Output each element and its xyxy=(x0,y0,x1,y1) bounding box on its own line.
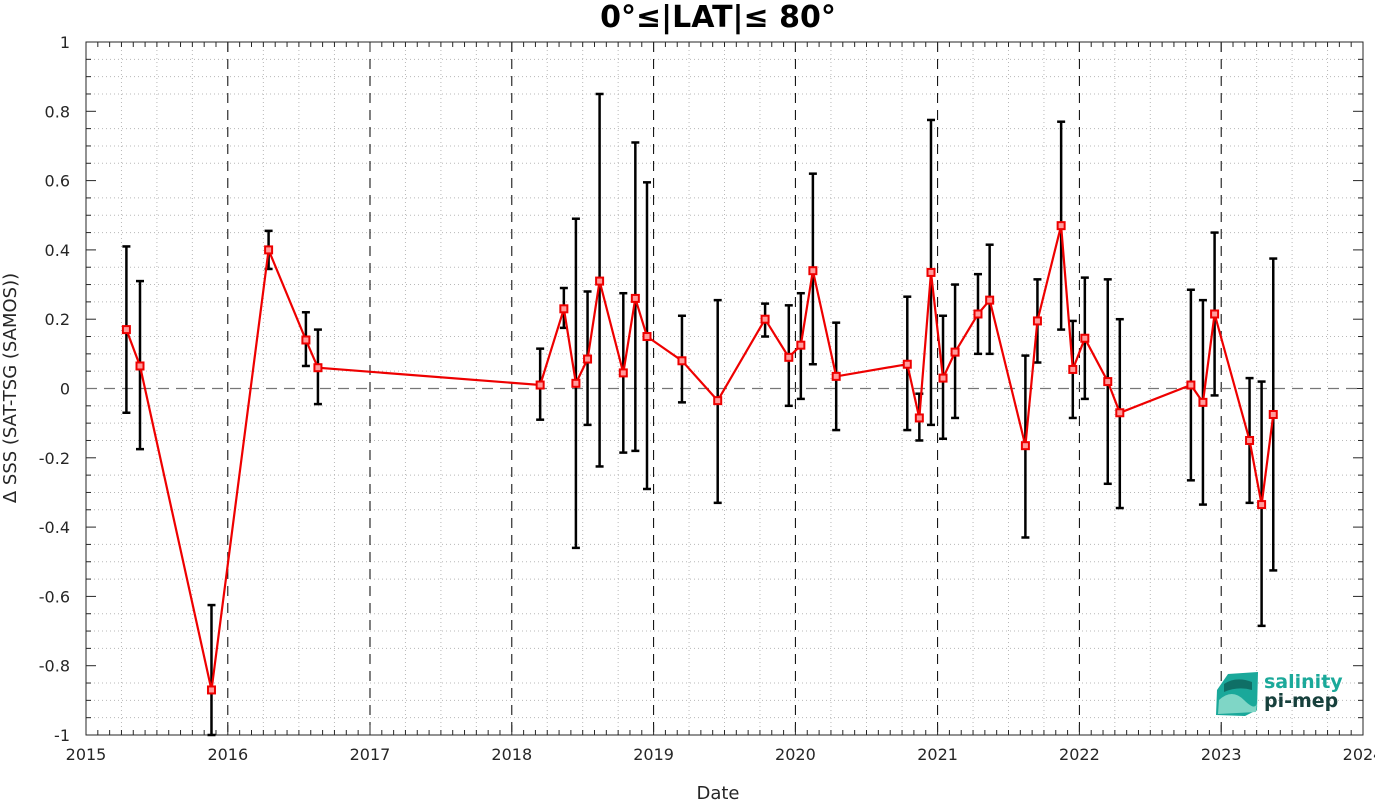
data-point xyxy=(1245,435,1255,445)
data-point xyxy=(206,685,216,695)
logo-text-salinity: salinity xyxy=(1264,671,1343,693)
logo-text-pi-mep: pi-mep xyxy=(1264,690,1338,712)
data-point xyxy=(950,347,960,357)
data-point xyxy=(926,267,936,277)
data-point xyxy=(559,304,569,314)
y-tick-label: 0.4 xyxy=(45,241,70,260)
data-point xyxy=(677,356,687,366)
data-point xyxy=(642,332,652,342)
data-point xyxy=(1115,408,1125,418)
logo-wave-icon xyxy=(1216,672,1258,716)
minor-grid xyxy=(86,42,1363,735)
data-point xyxy=(985,295,995,305)
data-point xyxy=(535,380,545,390)
data-point xyxy=(1080,333,1090,343)
y-tick-label: -0.2 xyxy=(39,449,70,468)
data-point xyxy=(713,396,723,406)
data-point xyxy=(1268,409,1278,419)
x-tick-label: 2016 xyxy=(207,745,248,764)
data-point xyxy=(121,325,131,335)
chart-title: 0°≤|LAT|≤ 80° xyxy=(600,0,836,35)
x-tick-labels: 2015 2016 2017 2018 2019 2020 2021 2022 2023 2024 xyxy=(66,745,1375,764)
salinity-pi-mep-logo: salinity pi-mep xyxy=(1216,671,1343,716)
data-point xyxy=(264,245,274,255)
data-point xyxy=(595,276,605,286)
data-point xyxy=(135,361,145,371)
data-point xyxy=(1210,309,1220,319)
y-tick-labels: -1 -0.8 -0.6 -0.4 -0.2 0 0.2 0.4 0.6 0.8 1 xyxy=(39,33,70,745)
data-point xyxy=(831,371,841,381)
data-point xyxy=(1103,377,1113,387)
y-tick-label: -0.4 xyxy=(39,518,70,537)
y-tick-label: -0.8 xyxy=(39,657,70,676)
axis-ticks xyxy=(85,41,1364,736)
data-point xyxy=(313,363,323,373)
x-tick-label: 2015 xyxy=(66,745,107,764)
data-point xyxy=(583,354,593,364)
y-tick-label: 0 xyxy=(60,380,70,399)
y-tick-label: 1 xyxy=(60,33,70,52)
data-point xyxy=(1186,380,1196,390)
x-tick-label: 2024 xyxy=(1343,745,1375,764)
x-tick-label: 2017 xyxy=(350,745,391,764)
y-tick-label: -1 xyxy=(54,726,70,745)
data-point xyxy=(973,309,983,319)
data-point xyxy=(1056,221,1066,231)
data-point xyxy=(301,335,311,345)
x-tick-label: 2020 xyxy=(775,745,816,764)
x-axis-label: Date xyxy=(696,783,739,801)
x-tick-label: 2022 xyxy=(1059,745,1100,764)
data-point xyxy=(914,413,924,423)
y-tick-label: 0.6 xyxy=(45,172,70,191)
y-axis-label: Δ SSS (SAT-TSG (SAMOS)) xyxy=(0,273,21,503)
data-point xyxy=(1020,441,1030,451)
data-point xyxy=(630,293,640,303)
data-point xyxy=(618,368,628,378)
series-line xyxy=(125,225,1275,691)
data-point xyxy=(784,352,794,362)
x-tick-label: 2021 xyxy=(917,745,958,764)
series-markers xyxy=(121,221,1278,695)
data-point xyxy=(808,266,818,276)
y-tick-label: 0.8 xyxy=(45,102,70,121)
data-point xyxy=(1198,397,1208,407)
data-point xyxy=(1032,316,1042,326)
data-point xyxy=(938,373,948,383)
data-point xyxy=(1257,500,1267,510)
error-bars xyxy=(122,92,1278,737)
data-point xyxy=(796,340,806,350)
x-tick-label: 2019 xyxy=(633,745,674,764)
data-point xyxy=(571,378,581,388)
x-tick-label: 2023 xyxy=(1201,745,1242,764)
x-tick-label: 2018 xyxy=(491,745,532,764)
series-path xyxy=(125,225,1275,691)
data-point xyxy=(1068,364,1078,374)
data-point xyxy=(760,314,770,324)
y-tick-label: -0.6 xyxy=(39,587,70,606)
data-point xyxy=(902,359,912,369)
y-tick-label: 0.2 xyxy=(45,310,70,329)
